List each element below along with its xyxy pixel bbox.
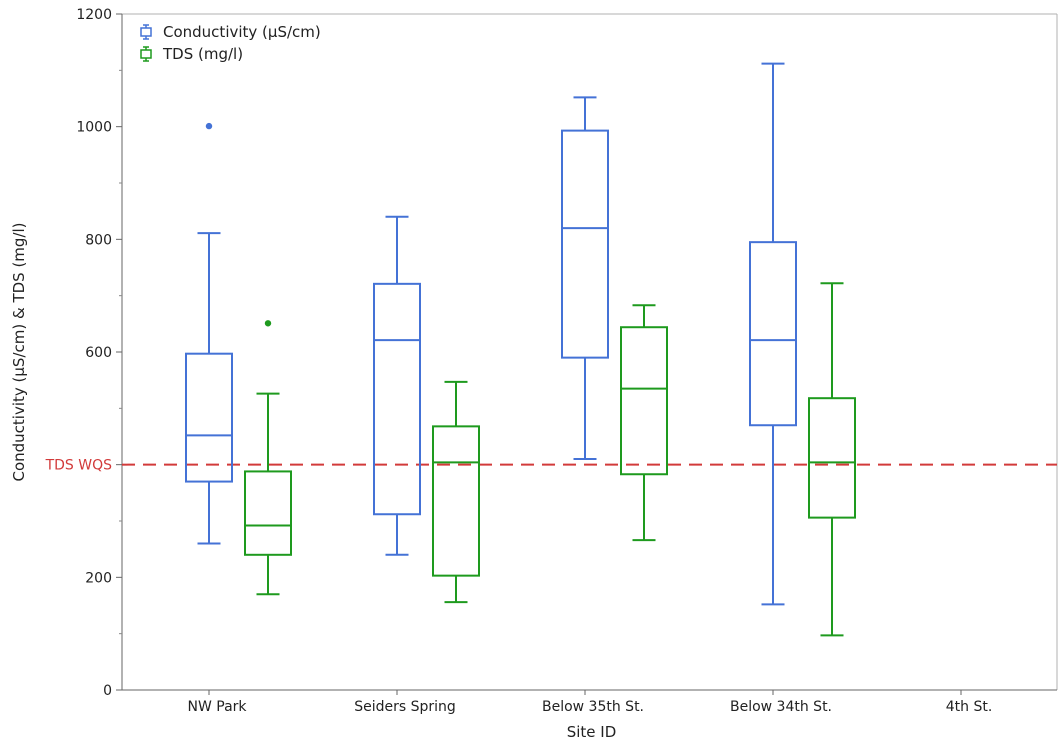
box-iqr	[244, 470, 292, 556]
box-0-0	[185, 122, 233, 545]
reference-line-label: TDS WQS	[45, 458, 113, 474]
y-tick-label: 200	[85, 570, 112, 586]
x-tick-label: 4th St.	[946, 699, 993, 715]
legend-swatch-box	[140, 49, 152, 59]
box-iqr	[620, 326, 668, 476]
y-tick-label: 600	[85, 345, 112, 361]
box-1-1	[432, 380, 480, 604]
x-axis: NW Park Seiders Spring Below 35th St. Below…	[187, 690, 992, 715]
legend-label: TDS (mg/l)	[162, 45, 243, 63]
box-0-2	[561, 96, 609, 461]
legend-item: TDS (mg/l)	[140, 45, 243, 63]
x-tick-label: NW Park	[187, 699, 247, 715]
legend-item: Conductivity (µS/cm)	[140, 23, 321, 41]
y-tick-label: 1200	[76, 7, 112, 23]
reference-lines: TDS WQS	[45, 458, 1057, 474]
x-tick-label: Below 35th St.	[542, 699, 644, 715]
box-1-2	[620, 304, 668, 542]
y-tick-label: 800	[85, 232, 112, 248]
y-axis-title: Conductivity (µS/cm) & TDS (mg/l)	[10, 222, 28, 481]
y-tick-label: 0	[103, 683, 112, 699]
box-iqr	[432, 425, 480, 577]
box-iqr	[808, 397, 856, 519]
x-tick-label: Below 34th St.	[730, 699, 832, 715]
box-iqr	[373, 282, 421, 516]
box-1-0	[244, 320, 292, 596]
box-0-3	[749, 62, 797, 606]
outlier-point	[264, 320, 272, 327]
legend-label: Conductivity (µS/cm)	[163, 23, 321, 41]
x-tick-label: Seiders Spring	[354, 699, 456, 715]
legend-swatch-box	[140, 27, 152, 37]
box-iqr	[749, 241, 797, 427]
y-axis: 0 200 600 800 1000 1200	[76, 7, 122, 699]
box-iqr	[561, 129, 609, 359]
box-1-3	[808, 282, 856, 637]
box-series	[185, 62, 856, 637]
legend: Conductivity (µS/cm) TDS (mg/l)	[140, 23, 321, 63]
x-axis-title: Site ID	[567, 723, 617, 741]
plot-frame	[121, 13, 1058, 691]
box-0-1	[373, 215, 421, 556]
box-iqr	[185, 352, 233, 483]
y-tick-label: 1000	[76, 120, 112, 136]
outlier-point	[205, 122, 213, 130]
